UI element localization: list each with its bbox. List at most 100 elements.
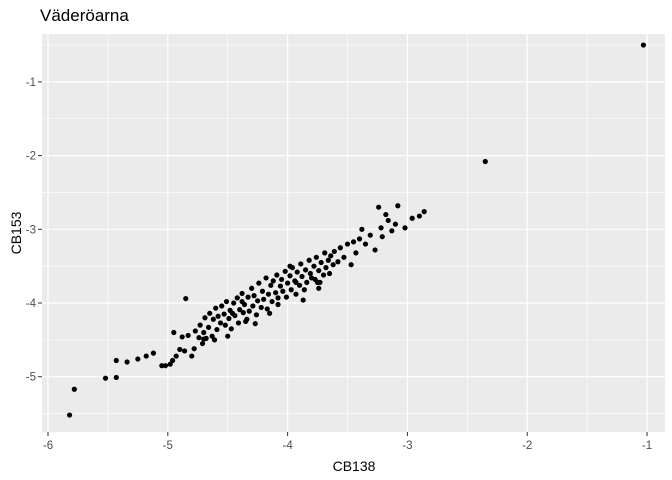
data-point bbox=[316, 267, 322, 274]
data-point bbox=[299, 273, 305, 280]
data-point bbox=[293, 291, 299, 297]
data-point bbox=[301, 287, 307, 293]
data-point bbox=[192, 328, 198, 334]
data-point bbox=[102, 375, 109, 381]
plot-panel bbox=[42, 34, 665, 432]
data-point bbox=[196, 335, 202, 341]
data-point bbox=[275, 301, 281, 308]
data-point bbox=[306, 257, 312, 263]
data-point bbox=[231, 300, 237, 306]
data-point bbox=[348, 262, 354, 268]
data-point bbox=[201, 329, 207, 336]
data-point bbox=[287, 273, 293, 279]
data-point bbox=[239, 290, 245, 297]
data-point bbox=[320, 272, 327, 278]
data-point bbox=[482, 158, 488, 165]
data-point bbox=[202, 315, 208, 321]
data-point bbox=[135, 356, 141, 362]
x-tick-label: -2 bbox=[522, 440, 532, 452]
y-tick-label: -3 bbox=[26, 224, 36, 236]
data-point bbox=[402, 225, 408, 231]
data-point bbox=[311, 263, 317, 269]
data-point bbox=[246, 308, 252, 314]
data-point bbox=[256, 280, 262, 286]
data-point bbox=[258, 304, 264, 311]
data-point bbox=[283, 294, 290, 300]
data-point bbox=[376, 204, 382, 210]
data-point bbox=[210, 316, 216, 322]
data-point bbox=[280, 288, 286, 294]
x-tick-label: -1 bbox=[642, 440, 652, 452]
data-point bbox=[169, 357, 176, 364]
data-point bbox=[409, 215, 415, 221]
data-point bbox=[378, 225, 384, 231]
data-point bbox=[261, 296, 267, 302]
data-point bbox=[640, 42, 647, 48]
data-point bbox=[314, 279, 321, 285]
data-point bbox=[421, 209, 427, 215]
x-tick-label: -4 bbox=[282, 440, 293, 452]
y-tick-label: -4 bbox=[26, 298, 37, 310]
data-point bbox=[267, 310, 273, 316]
data-point bbox=[253, 312, 260, 318]
data-point bbox=[209, 333, 215, 339]
data-point bbox=[159, 363, 165, 369]
x-tick-label: -5 bbox=[163, 440, 173, 452]
data-point bbox=[171, 329, 177, 336]
data-point bbox=[350, 239, 357, 245]
data-point bbox=[219, 303, 225, 309]
axis-ticks: -6 -5 -4 -3 -2 -1 -5 -4 -3 -2 -1 bbox=[26, 77, 652, 452]
grid-lines bbox=[42, 34, 665, 432]
data-point bbox=[335, 259, 341, 265]
x-tick-label: -6 bbox=[43, 440, 53, 452]
data-point bbox=[300, 297, 306, 303]
data-point bbox=[214, 326, 220, 333]
data-point bbox=[255, 298, 261, 304]
data-point bbox=[389, 228, 395, 234]
data-point bbox=[240, 310, 246, 316]
data-point bbox=[359, 226, 365, 232]
data-point bbox=[353, 250, 359, 256]
data-point bbox=[296, 282, 303, 288]
data-point bbox=[325, 257, 331, 263]
data-point bbox=[331, 248, 337, 255]
data-point bbox=[215, 313, 221, 319]
data-point bbox=[277, 283, 284, 289]
data-point bbox=[239, 298, 245, 305]
data-point bbox=[330, 262, 336, 268]
data-point bbox=[235, 320, 242, 326]
data-point bbox=[259, 288, 266, 294]
data-point bbox=[225, 333, 231, 339]
data-point bbox=[173, 353, 179, 359]
data-point bbox=[268, 282, 274, 288]
data-point bbox=[298, 261, 304, 267]
data-point bbox=[71, 386, 77, 392]
data-point bbox=[328, 253, 334, 259]
data-point bbox=[221, 311, 227, 317]
data-point bbox=[270, 278, 276, 284]
data-point bbox=[395, 203, 401, 209]
data-point bbox=[307, 270, 313, 277]
data-point bbox=[197, 322, 203, 328]
data-point bbox=[222, 322, 228, 328]
data-point bbox=[288, 287, 294, 293]
data-points bbox=[66, 42, 647, 418]
data-point bbox=[282, 268, 288, 274]
data-point bbox=[213, 305, 219, 311]
data-point bbox=[113, 374, 119, 381]
data-point bbox=[205, 324, 212, 330]
data-point bbox=[302, 267, 309, 273]
data-point bbox=[263, 275, 269, 281]
data-point bbox=[285, 280, 291, 286]
data-point bbox=[226, 315, 232, 322]
data-point bbox=[313, 254, 319, 260]
y-axis-title: CB153 bbox=[8, 211, 24, 254]
data-point bbox=[323, 265, 329, 271]
data-point bbox=[201, 336, 207, 342]
data-point bbox=[150, 350, 157, 356]
data-point bbox=[367, 232, 373, 238]
data-point bbox=[337, 245, 343, 251]
data-point bbox=[379, 234, 385, 240]
data-point bbox=[252, 321, 258, 327]
